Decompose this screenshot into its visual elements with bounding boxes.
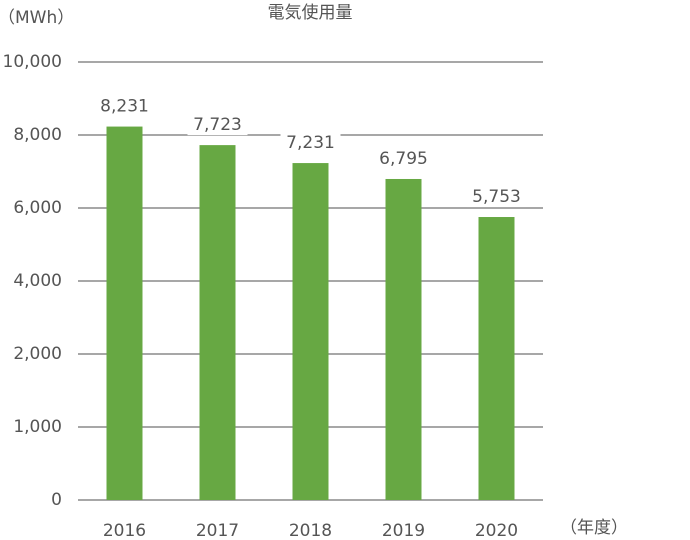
y-tick-label: 4,000 <box>13 271 62 291</box>
x-tick-label: 2016 <box>103 521 146 540</box>
x-tick-label: 2017 <box>196 521 239 540</box>
value-label: 8,231 <box>100 97 149 117</box>
value-label-bg <box>466 187 527 208</box>
value-label: 5,753 <box>472 187 521 207</box>
value-label: 6,795 <box>379 149 428 169</box>
bar <box>106 126 143 501</box>
bar <box>478 217 515 500</box>
value-label: 7,231 <box>286 133 335 153</box>
y-tick-label: 10,000 <box>3 52 62 72</box>
y-tick-label: 0 <box>51 490 62 510</box>
x-tick-label: 2020 <box>475 521 518 540</box>
value-label-bg <box>280 133 341 154</box>
value-label-bg <box>187 115 248 136</box>
x-tick-label: 2019 <box>382 521 425 540</box>
value-label-bg <box>94 96 155 117</box>
value-label: 7,723 <box>193 115 242 135</box>
bar <box>292 163 329 501</box>
y-axis-label: （MWh） <box>0 8 74 28</box>
y-tick-label: 2,000 <box>13 344 62 364</box>
value-label-bg <box>373 148 434 169</box>
bar <box>199 145 236 500</box>
y-tick-label: 8,000 <box>13 125 62 145</box>
bar <box>385 178 422 501</box>
x-tick-label: 2018 <box>289 521 332 540</box>
x-axis-label: （年度） <box>560 518 628 538</box>
y-tick-label: 1,000 <box>13 417 62 437</box>
chart-title: 電気使用量 <box>268 2 353 23</box>
y-tick-label: 6,000 <box>13 198 62 218</box>
